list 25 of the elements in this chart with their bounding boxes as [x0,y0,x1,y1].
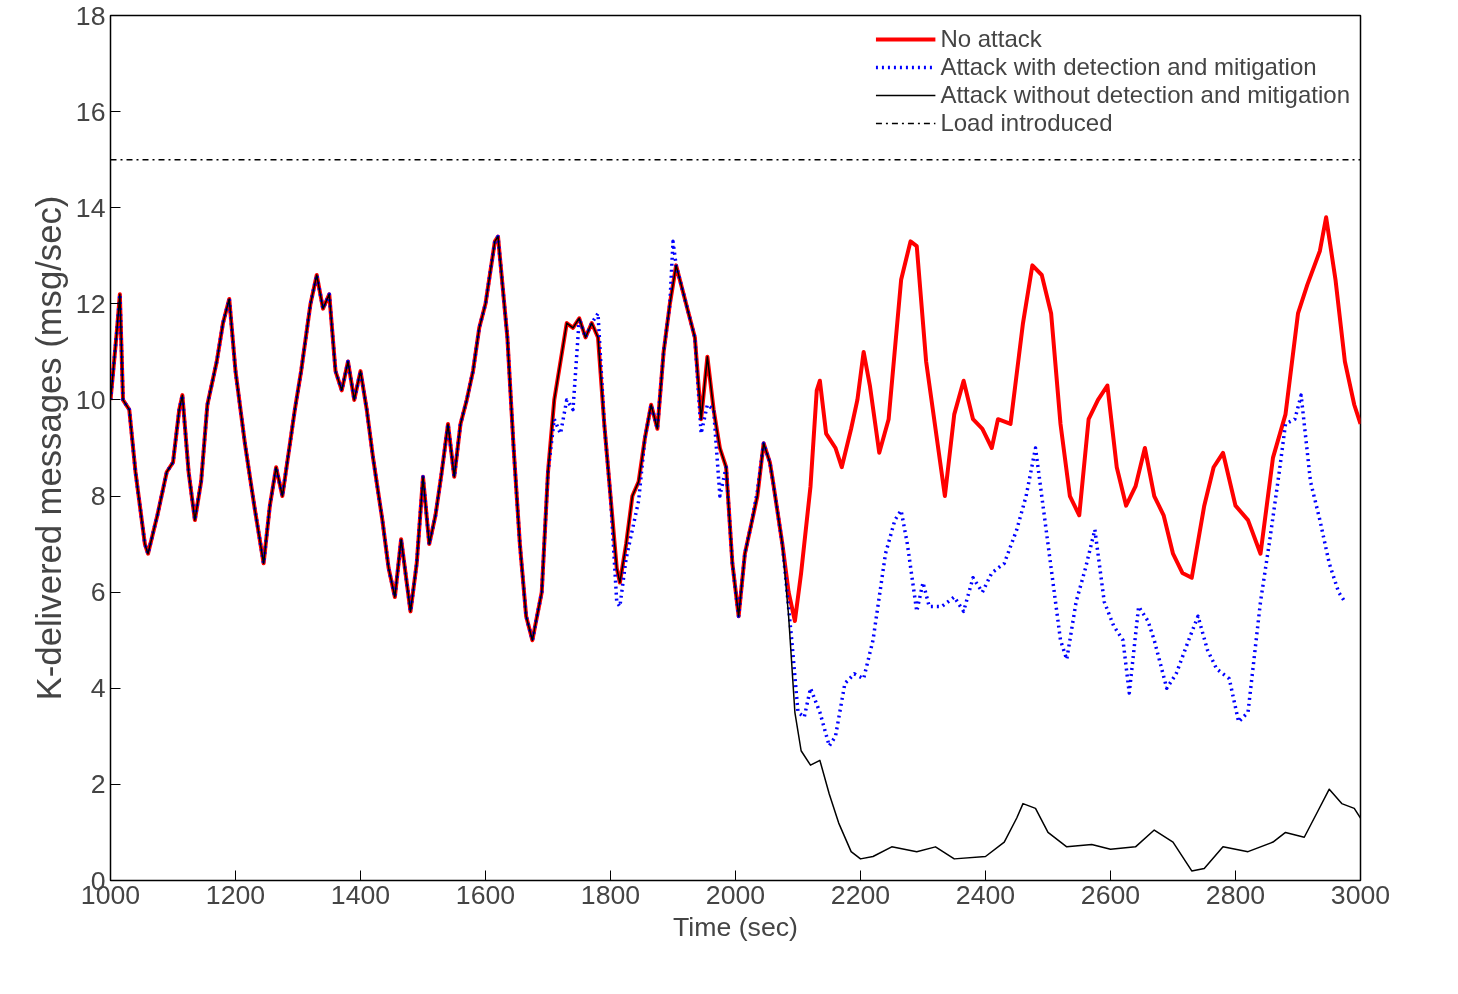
x-tick-label: 1200 [205,879,266,910]
legend-label: Attack with detection and mitigation [940,53,1317,81]
y-tick-label: 16 [75,96,106,127]
x-axis-title: Time (sec) [673,911,798,942]
legend-label: Attack without detection and mitigation [940,81,1350,109]
x-tick-label: 1800 [580,879,641,910]
legend-label: Load introduced [940,109,1113,137]
y-tick-label: 6 [90,577,106,608]
y-tick-label: 12 [75,288,106,319]
legend-label: No attack [940,25,1042,53]
x-tick-label: 2000 [705,879,766,910]
y-tick-label: 8 [90,481,106,512]
x-tick-label: 2600 [1080,879,1141,910]
y-tick-label: 18 [75,0,106,31]
y-tick-label: 4 [90,673,106,704]
x-tick-label: 1400 [330,879,391,910]
x-tick-label: 2200 [830,879,891,910]
y-tick-label: 2 [90,769,106,800]
x-tick-label: 3000 [1330,879,1391,910]
x-tick-label: 2800 [1205,879,1266,910]
y-tick-label: 14 [75,192,106,223]
x-tick-label: 1600 [455,879,516,910]
x-tick-label: 2400 [955,879,1016,910]
y-tick-label: 10 [75,384,106,415]
y-axis-title: K-delivered messages (msg/sec) [29,195,68,701]
